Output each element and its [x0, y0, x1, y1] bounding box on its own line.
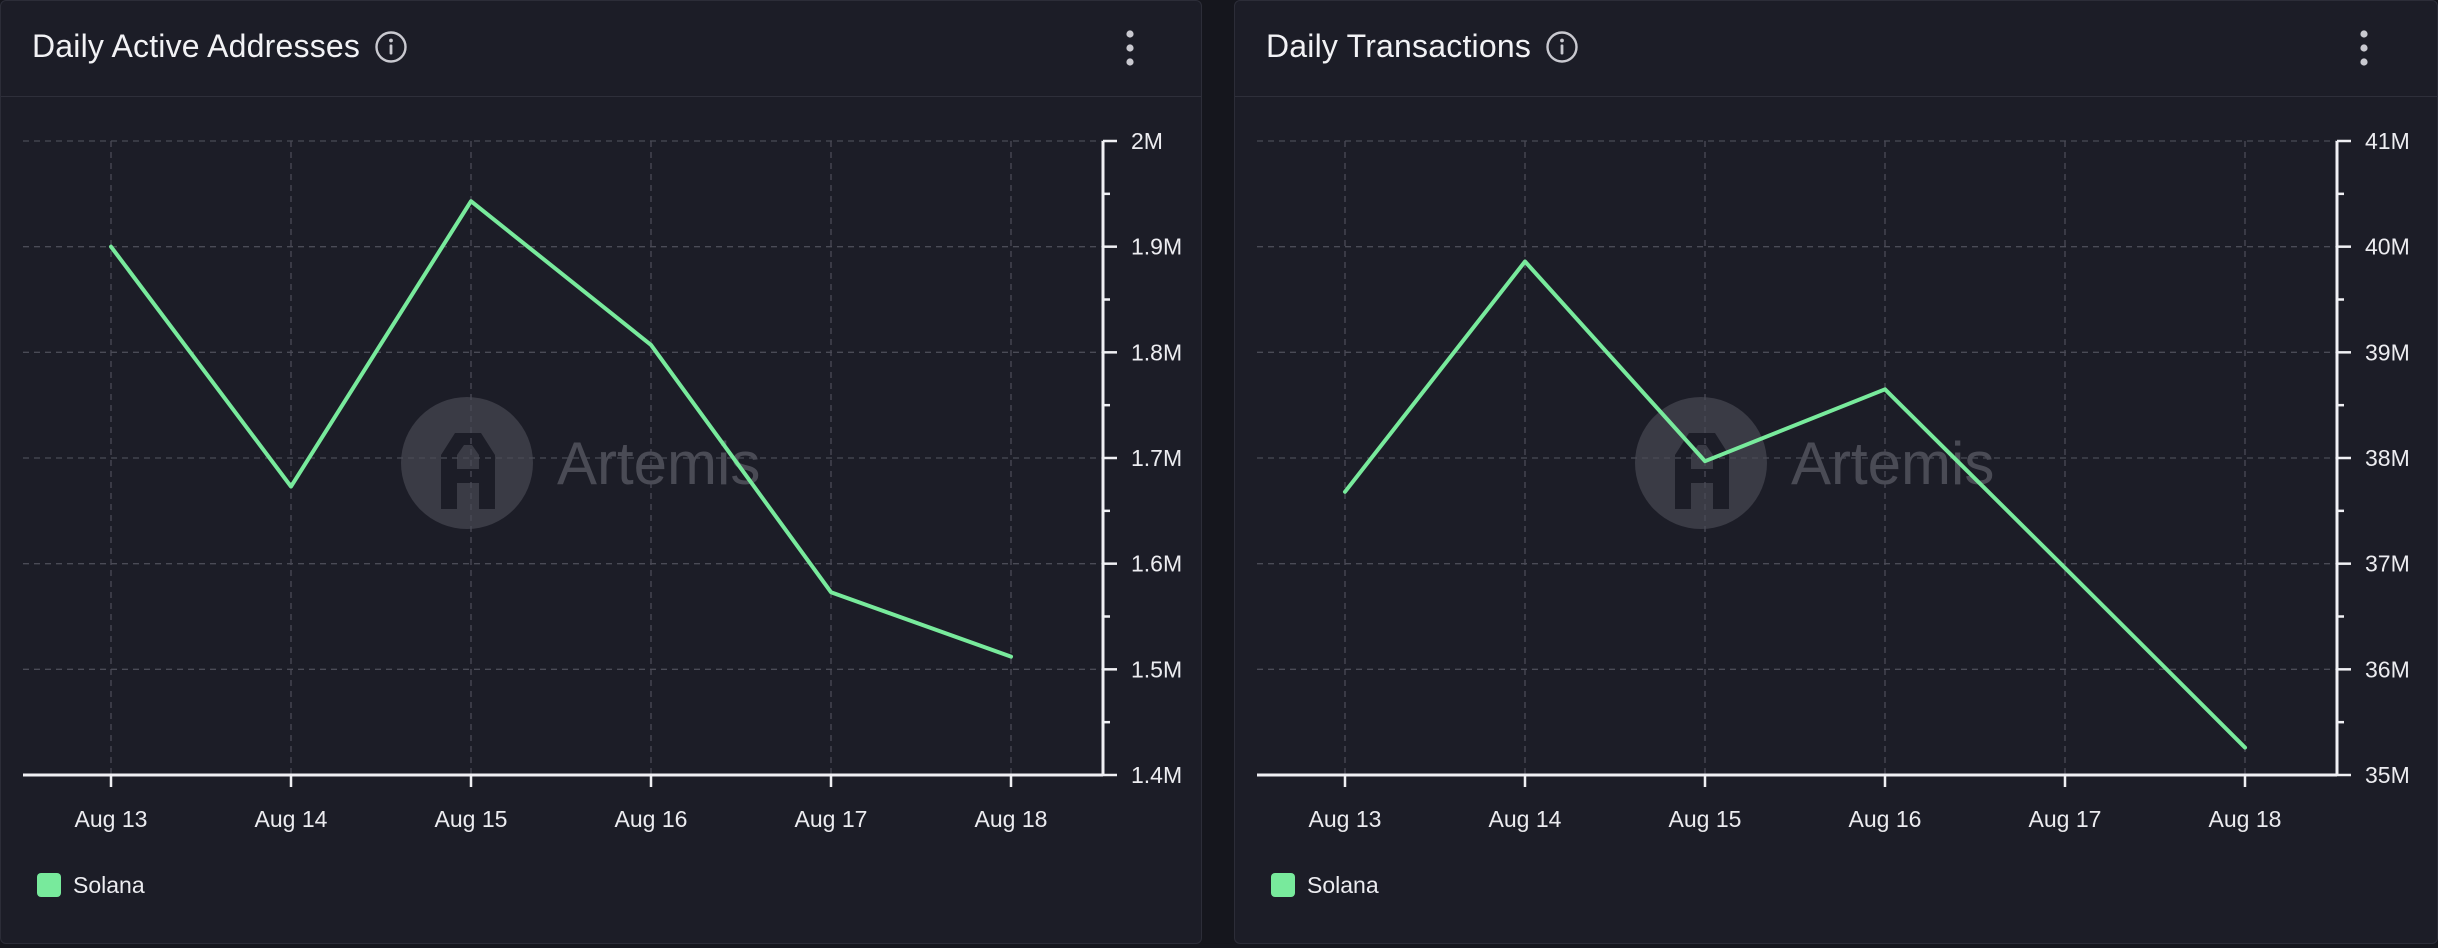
- y-tick-label: 41M: [2365, 128, 2410, 154]
- y-tick-label: 1.8M: [1131, 339, 1182, 365]
- legend-item[interactable]: Solana: [37, 871, 145, 899]
- y-tick-label: 37M: [2365, 551, 2410, 577]
- legend-label: Solana: [1307, 871, 1379, 898]
- x-tick-label: Aug 13: [75, 806, 148, 832]
- y-tick-label: 1.9M: [1131, 234, 1182, 260]
- panel-header: Daily Transactions: [1235, 1, 2437, 97]
- y-tick-label: 1.5M: [1131, 656, 1182, 682]
- chart-panel-daily-transactions: Daily Transactions Artemis Aug 13 Aug 14 A…: [1234, 0, 2438, 944]
- legend-swatch: [1271, 873, 1295, 897]
- x-tick-label: Aug 17: [795, 806, 868, 832]
- line-chart: Aug 13 Aug 14 Aug 15 Aug 16 Aug 17 Aug 18 41M 4…: [1257, 128, 2410, 832]
- legend-swatch: [37, 873, 61, 897]
- x-tick-label: Aug 14: [255, 806, 328, 832]
- y-tick-label: 35M: [2365, 762, 2410, 788]
- legend-item[interactable]: Solana: [1271, 871, 1379, 899]
- x-tick-label: Aug 13: [1309, 806, 1382, 832]
- x-tick-label: Aug 18: [2209, 806, 2282, 832]
- x-tick-label: Aug 17: [2029, 806, 2102, 832]
- x-tick-label: Aug 14: [1489, 806, 1562, 832]
- artemis-watermark: Artemis: [401, 397, 760, 529]
- chart-panel-daily-active-addresses: Daily Active Addresses Artemis Aug 13 Aug…: [0, 0, 1202, 944]
- panel-title: Daily Active Addresses: [32, 28, 361, 64]
- series-line-solana: [109, 199, 1013, 659]
- x-tick-label: Aug 16: [1849, 806, 1922, 832]
- x-tick-label: Aug 15: [1669, 806, 1742, 832]
- y-tick-label: 1.7M: [1131, 445, 1182, 471]
- y-tick-label: 38M: [2365, 445, 2410, 471]
- panel-title: Daily Transactions: [1266, 28, 1532, 64]
- line-chart: Aug 13 Aug 14 Aug 15 Aug 16 Aug 17 Aug 18 2M 1.…: [23, 128, 1182, 832]
- artemis-watermark: Artemis: [1635, 397, 1994, 529]
- y-tick-label: 2M: [1131, 128, 1163, 154]
- kebab-menu-icon[interactable]: [2357, 29, 2371, 67]
- watermark-text: Artemis: [557, 430, 760, 497]
- panel-header: Daily Active Addresses: [1, 1, 1201, 97]
- info-icon[interactable]: [1545, 30, 1579, 64]
- y-tick-label: 36M: [2365, 656, 2410, 682]
- legend-label: Solana: [73, 871, 145, 898]
- y-tick-label: 1.6M: [1131, 551, 1182, 577]
- x-tick-label: Aug 15: [435, 806, 508, 832]
- x-tick-label: Aug 16: [615, 806, 688, 832]
- series-line-solana: [1343, 259, 2247, 750]
- x-tick-label: Aug 18: [975, 806, 1048, 832]
- y-tick-label: 39M: [2365, 339, 2410, 365]
- y-tick-label: 40M: [2365, 234, 2410, 260]
- y-tick-label: 1.4M: [1131, 762, 1182, 788]
- kebab-menu-icon[interactable]: [1123, 29, 1137, 67]
- info-icon[interactable]: [374, 30, 408, 64]
